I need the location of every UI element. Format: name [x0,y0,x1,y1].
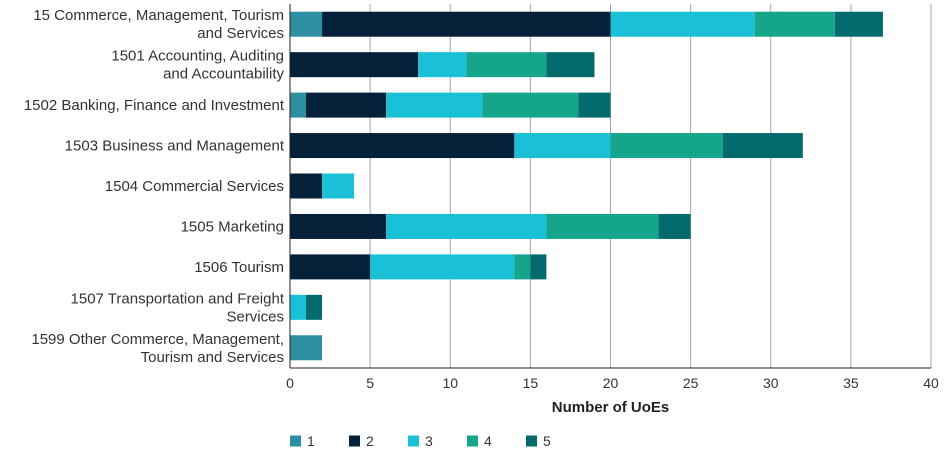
bar-cat4-series-3 [322,173,355,199]
legend-swatch-1 [290,435,301,447]
bar-cat3-series-5 [722,133,803,159]
x-tick-label-25: 25 [683,375,699,391]
x-tick-label-40: 40 [923,375,939,391]
bar-cat5-series-2 [290,213,387,239]
legend-label-5: 5 [543,433,551,449]
bar-cat0-series-3 [610,11,755,37]
bar-cat6-series-4 [514,254,531,280]
category-label-5: 1505 Marketing [181,218,284,235]
x-tick-label-5: 5 [366,375,374,391]
legend-swatch-3 [408,435,419,447]
bar-cat1-series-4 [466,52,547,78]
category-label-line: and Accountability [163,66,284,83]
bar-cat3-series-4 [610,133,723,159]
bar-cat3-series-3 [514,133,611,159]
category-label-0: 15 Commerce, Management, Tourism and Serv… [33,7,284,42]
category-label-line: Services [226,308,284,325]
x-axis-title: Number of UoEs [552,399,670,416]
x-tick-label-35: 35 [843,375,859,391]
category-label-line: 1505 Marketing [181,218,284,235]
category-label-line: 1507 Transportation and Freight [71,290,285,307]
category-label-3: 1503 Business and Management [65,138,285,155]
bar-cat2-series-5 [578,92,611,118]
bar-cat5-series-4 [546,213,659,239]
bar-cat7-series-3 [290,294,307,320]
category-label-4: 1504 Commercial Services [105,178,284,195]
bar-cat6-series-2 [290,254,371,280]
category-label-2: 1502 Banking, Finance and Investment [24,97,285,114]
bar-cat4-series-2 [290,173,323,199]
x-tick-labels: 0 5 10 15 20 25 30 35 40 [286,375,939,391]
bar-cat7-series-5 [306,294,323,320]
category-label-1: 1501 Accounting, Auditing and Accountabil… [111,48,284,83]
legend: 1 2 3 4 5 [290,433,551,449]
x-tick-label-10: 10 [442,375,458,391]
category-label-6: 1506 Tourism [194,259,284,276]
bar-cat5-series-5 [658,213,691,239]
bar-cat1-series-3 [418,52,467,78]
legend-swatch-5 [526,435,537,447]
category-label-line: 15 Commerce, Management, Tourism [33,7,284,24]
bar-cat1-series-2 [290,52,419,78]
category-label-line: and Services [197,25,284,42]
bar-cat1-series-5 [546,52,595,78]
x-tick-label-30: 30 [763,375,779,391]
x-tick-label-0: 0 [286,375,294,391]
legend-label-1: 1 [307,433,315,449]
x-tick-label-20: 20 [603,375,619,391]
category-label-line: Tourism and Services [141,349,284,366]
bar-cat2-series-2 [306,92,387,118]
category-label-8: 1599 Other Commerce, Management, Tourism … [31,331,284,366]
bar-cat2-series-4 [482,92,579,118]
bar-cat6-series-5 [530,254,547,280]
bar-cat2-series-1 [290,92,307,118]
category-label-line: 1502 Banking, Finance and Investment [24,97,285,114]
category-label-7: 1507 Transportation and Freight Services [71,290,285,325]
x-tick-label-15: 15 [523,375,539,391]
bar-cat8-series-1 [290,335,323,361]
legend-label-3: 3 [425,433,433,449]
bar-cat0-series-5 [834,11,883,37]
category-label-line: 1501 Accounting, Auditing [111,48,284,65]
bar-cat0-series-1 [290,11,323,37]
category-label-line: 1599 Other Commerce, Management, [31,331,284,348]
legend-label-4: 4 [484,433,492,449]
axes-group [289,4,931,369]
category-label-line: 1503 Business and Management [65,138,285,155]
category-labels: 15 Commerce, Management, Tourism and Serv… [24,7,285,366]
category-label-line: 1506 Tourism [194,259,284,276]
bar-cat6-series-3 [370,254,515,280]
legend-label-2: 2 [366,433,374,449]
legend-swatch-4 [467,435,478,447]
category-label-line: 1504 Commercial Services [105,178,284,195]
legend-swatch-2 [349,435,360,447]
bars-group [290,11,883,361]
bar-cat2-series-3 [386,92,483,118]
bar-cat0-series-2 [322,11,611,37]
bar-cat0-series-4 [754,11,835,37]
bar-cat5-series-3 [386,213,547,239]
bar-cat3-series-2 [290,133,515,159]
